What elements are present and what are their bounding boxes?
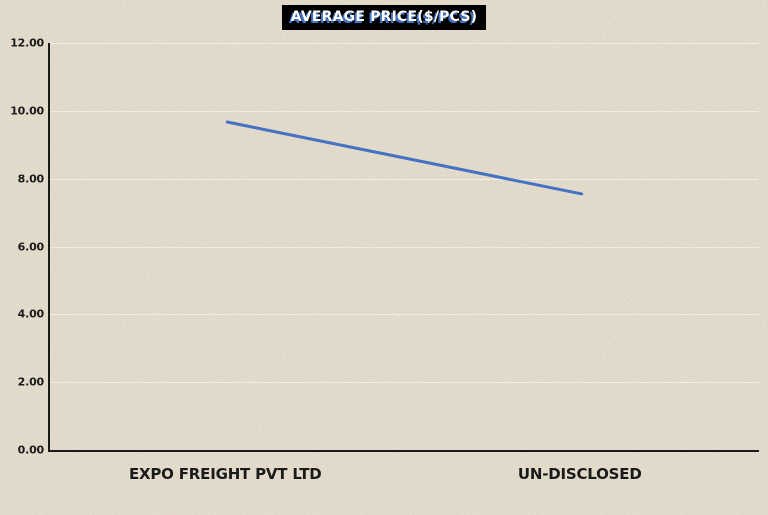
- gridline-8.00: [50, 178, 759, 180]
- gridline-6.00: [50, 246, 759, 248]
- gridline-4.00: [50, 314, 759, 316]
- price-line-series: [225, 120, 584, 196]
- y-tick-label: 10.00: [10, 104, 44, 118]
- y-tick-label: 4.00: [17, 307, 45, 321]
- x-category-label: UN-DISCLOSED: [517, 465, 642, 483]
- gridline-10.00: [50, 110, 759, 112]
- gridline-2.00: [50, 382, 759, 384]
- gridline-12.00: [50, 43, 759, 44]
- y-tick-label: 6.00: [17, 240, 45, 253]
- chart-title: AVERAGE PRICE($/PCS): [281, 5, 487, 30]
- y-tick-label: 8.00: [17, 172, 45, 186]
- y-tick-label: 2.00: [17, 375, 45, 389]
- chart-title-container: AVERAGE PRICE($/PCS): [0, 5, 768, 30]
- y-tick-label: 0.00: [17, 443, 45, 457]
- y-tick-label: 12.00: [10, 36, 44, 50]
- x-category-label: EXPO FREIGHT PVT LTD: [128, 465, 322, 483]
- plot-area: [48, 43, 759, 452]
- series-line: [225, 120, 584, 196]
